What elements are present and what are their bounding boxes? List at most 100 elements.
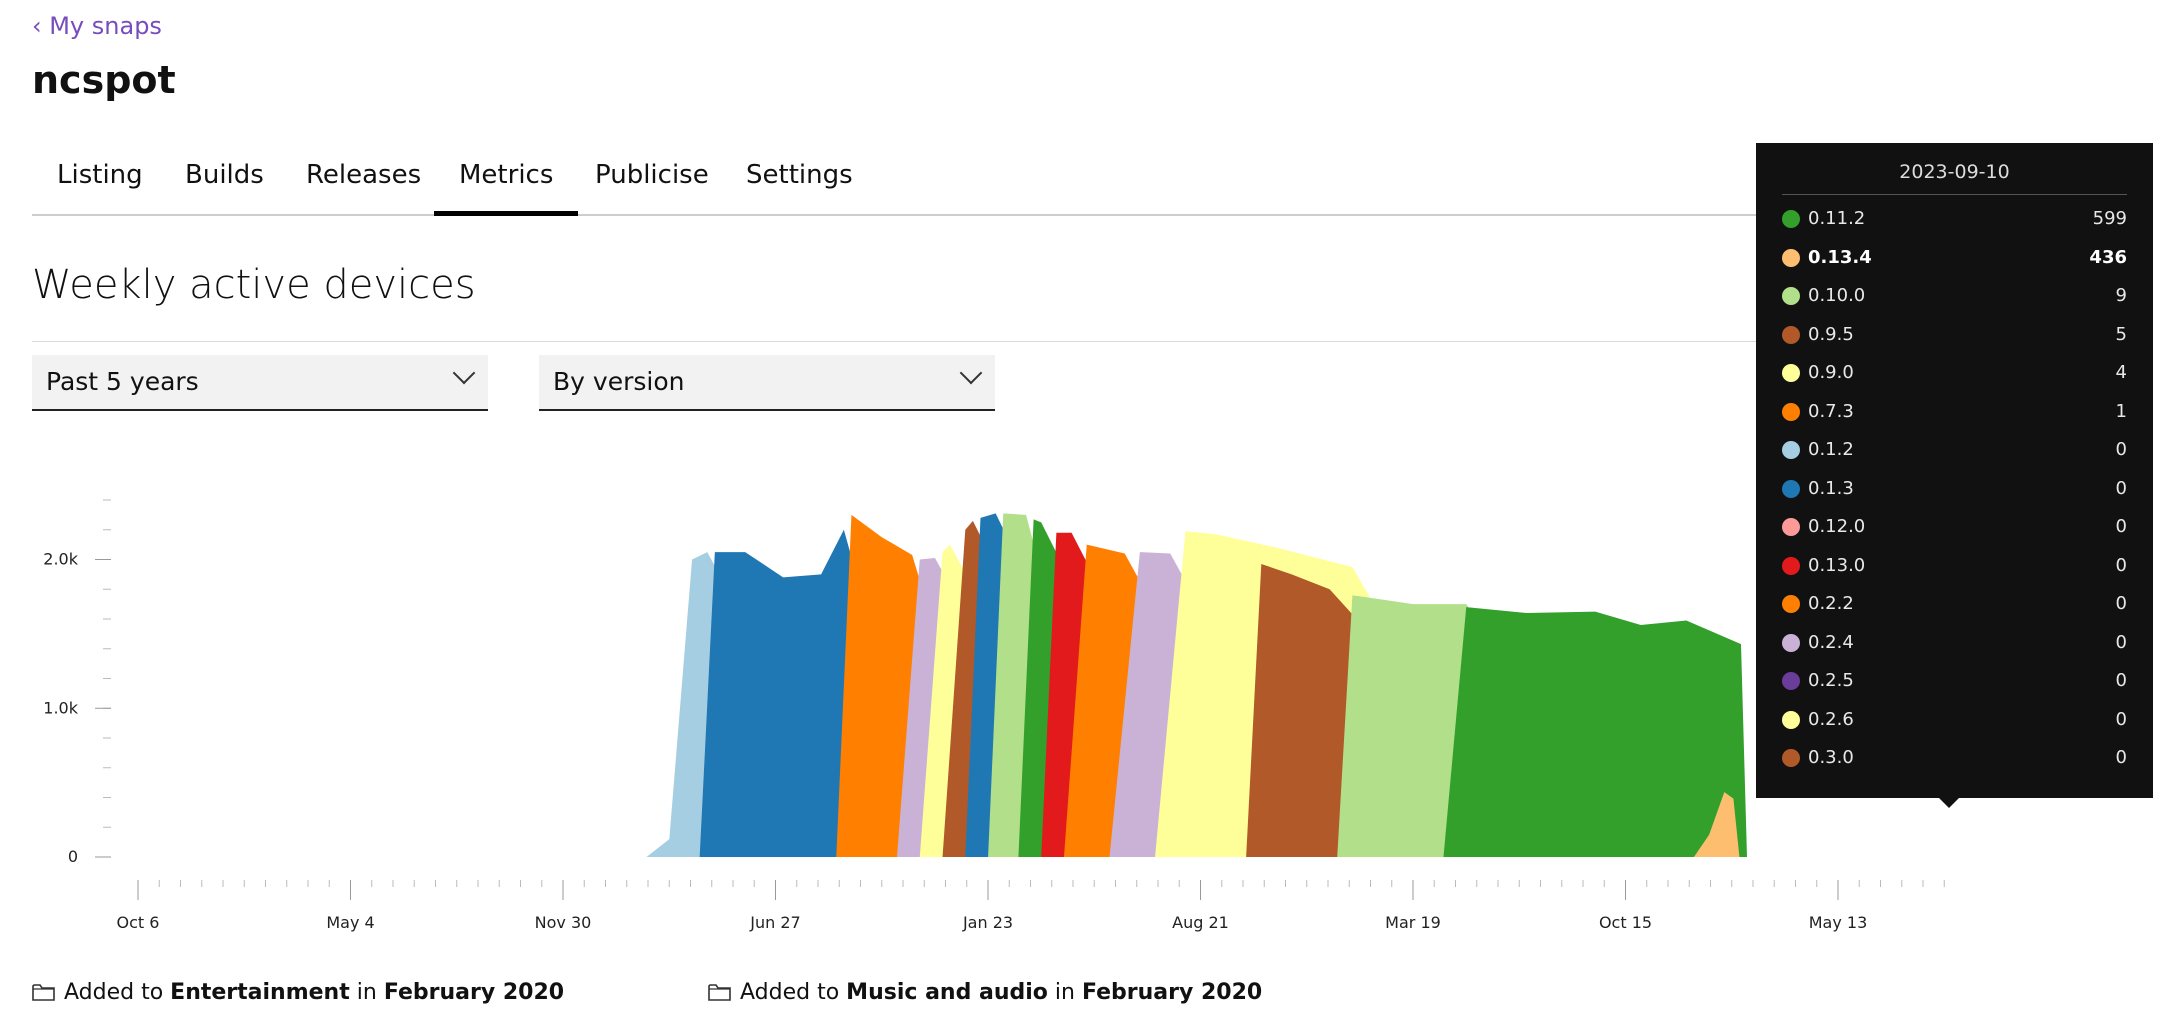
tab-publicise[interactable]: Publicise	[595, 160, 709, 190]
series-area-v0.1.3[interactable]	[699, 529, 859, 857]
series-color-dot	[1782, 248, 1800, 267]
x-tick-label: Aug 21	[1172, 913, 1229, 932]
tooltip-version: 0.11.2	[1808, 208, 1866, 229]
series-color-dot	[1782, 749, 1800, 767]
category-mid: in	[356, 980, 377, 1005]
tooltip-value: 0	[2115, 747, 2127, 768]
tooltip-value: 1	[2115, 400, 2127, 422]
series-color-dot	[1782, 402, 1800, 421]
tooltip-version: 0.9.5	[1808, 323, 1854, 345]
series-area-v0.13.4[interactable]	[1693, 792, 1740, 857]
category-date: February 2020	[1081, 980, 1263, 1005]
tab-settings[interactable]: Settings	[746, 160, 853, 190]
series-color-dot	[1782, 441, 1800, 459]
period-select[interactable]: Past 5 years	[32, 355, 488, 411]
series-color-dot	[1782, 479, 1800, 498]
tooltip-value: 0	[2115, 593, 2127, 614]
folder-icon	[708, 984, 731, 1001]
x-tick-label: Oct 15	[1599, 913, 1652, 932]
tooltip-row: 0.2.2 0	[1782, 590, 2127, 620]
tooltip-version: 0.12.0	[1808, 516, 1866, 537]
category-mid: in	[1054, 980, 1075, 1005]
tooltip-row: 0.2.4 0	[1782, 629, 2127, 659]
tooltip-version: 0.1.2	[1808, 439, 1854, 460]
folder-icon	[32, 984, 55, 1001]
group-by-select-value: By version	[553, 367, 685, 396]
series-color-dot	[1782, 556, 1800, 575]
category-entertainment: Added to Entertainment in February 2020	[32, 980, 564, 1005]
section-divider	[32, 341, 1772, 342]
back-link-my-snaps[interactable]: ‹ My snaps	[32, 12, 162, 40]
tooltip-value: 4	[2115, 362, 2127, 383]
tab-metrics[interactable]: Metrics	[434, 160, 579, 216]
tooltip-row: 0.11.2 599	[1782, 205, 2127, 235]
chart-tooltip: 2023-09-10 0.11.2 599 0.13.4 436 0.10.0 9 0.9.…	[1756, 143, 2153, 798]
chevron-down-icon	[452, 361, 476, 385]
category-music-and-audio: Added to Music and audio in February 202…	[708, 980, 1262, 1005]
tooltip-value: 0	[2115, 439, 2127, 460]
series-color-dot	[1782, 633, 1800, 652]
tooltip-row: 0.2.6 0	[1782, 706, 2127, 736]
tooltip-value: 0	[2115, 708, 2127, 730]
tooltip-divider	[1782, 194, 2127, 195]
tooltip-row: 0.13.0 0	[1782, 552, 2127, 582]
tab-listing[interactable]: Listing	[57, 160, 143, 190]
y-tick-label: 2.0k	[43, 550, 78, 569]
series-color-dot	[1782, 287, 1800, 305]
x-tick-label: May 13	[1809, 913, 1868, 932]
tooltip-version: 0.1.3	[1808, 477, 1854, 499]
tooltip-version: 0.2.4	[1808, 631, 1854, 653]
y-tick-label: 0	[68, 847, 78, 866]
group-by-select[interactable]: By version	[539, 355, 995, 411]
series-color-dot	[1782, 518, 1800, 536]
series-color-dot	[1782, 325, 1800, 344]
series-color-dot	[1782, 364, 1800, 382]
tooltip-value: 5	[2115, 323, 2127, 345]
x-tick-label: Jan 23	[962, 913, 1013, 932]
period-select-value: Past 5 years	[46, 367, 199, 396]
tooltip-value: 0	[2115, 554, 2127, 576]
tooltip-row: 0.10.0 9	[1782, 282, 2127, 312]
tooltip-row: 0.3.0 0	[1782, 744, 2127, 774]
category-prefix: Added to	[64, 980, 164, 1005]
series-color-dot	[1782, 672, 1800, 690]
x-tick-label: Jun 27	[749, 913, 800, 932]
tooltip-row: 0.12.0 0	[1782, 513, 2127, 543]
series-area-v0.9.5[interactable]	[1246, 563, 1360, 857]
series-color-dot	[1782, 710, 1800, 729]
tooltip-version: 0.7.3	[1808, 400, 1854, 422]
app-title: ncspot	[32, 58, 176, 102]
weekly-active-devices-chart[interactable]: 0 1.0k 2.0k Oct 6 May 4 Nov 30 Jun 27 Jan 23 Au…	[0, 440, 2000, 940]
chevron-down-icon	[959, 361, 983, 385]
tooltip-row: 0.9.5 5	[1782, 321, 2127, 351]
tab-bar: Listing Builds Releases Metrics Publicis…	[32, 150, 1772, 216]
category-prefix: Added to	[740, 980, 840, 1005]
tooltip-value: 0	[2115, 631, 2127, 653]
tooltip-row: 0.2.5 0	[1782, 667, 2127, 697]
tooltip-version: 0.9.0	[1808, 362, 1854, 383]
tooltip-value: 0	[2115, 670, 2127, 691]
tooltip-version: 0.13.0	[1808, 554, 1866, 576]
tooltip-row: 0.13.4 436	[1782, 244, 2127, 274]
x-tick-label: Nov 30	[535, 913, 592, 932]
section-title: Weekly active devices	[32, 262, 476, 308]
category-name: Music and audio	[846, 980, 1048, 1005]
series-color-dot	[1782, 595, 1800, 613]
category-date: February 2020	[383, 980, 565, 1005]
x-tick-label: Mar 19	[1385, 913, 1441, 932]
tooltip-row: 0.7.3 1	[1782, 398, 2127, 428]
tooltip-value: 0	[2115, 477, 2127, 499]
x-tick-label: May 4	[326, 913, 374, 932]
tooltip-value: 599	[2092, 208, 2127, 229]
tooltip-version: 0.13.4	[1808, 246, 1872, 268]
series-area-v0.11.2[interactable]	[1443, 607, 1747, 857]
y-tick-label: 1.0k	[43, 698, 78, 717]
x-tick-label: Oct 6	[117, 913, 160, 932]
tab-builds[interactable]: Builds	[185, 160, 264, 190]
tooltip-pointer	[1938, 797, 1960, 808]
tab-releases[interactable]: Releases	[306, 160, 422, 190]
tooltip-row: 0.1.3 0	[1782, 475, 2127, 505]
tooltip-version: 0.10.0	[1808, 285, 1866, 306]
tooltip-value: 9	[2115, 285, 2127, 306]
tooltip-version: 0.2.6	[1808, 708, 1854, 730]
